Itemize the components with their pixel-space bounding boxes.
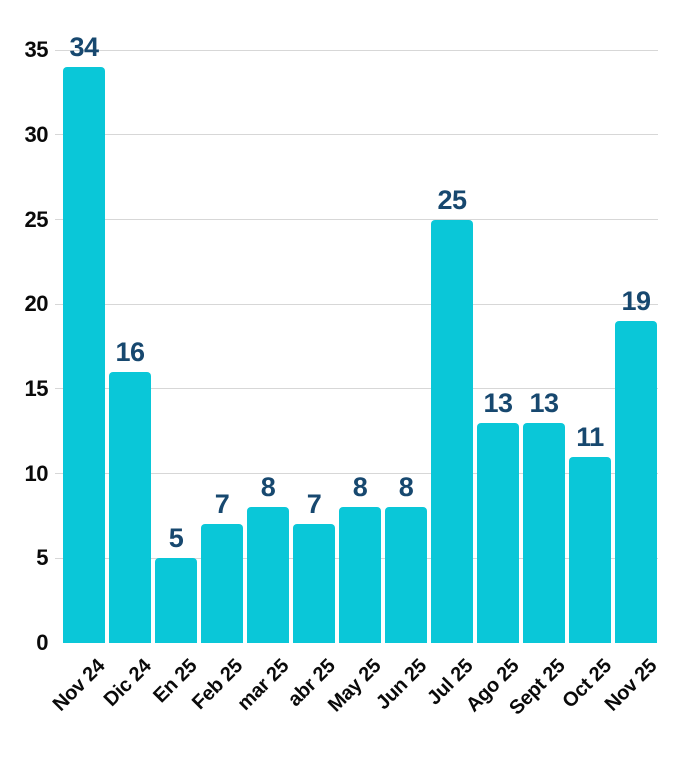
x-axis-tick-label: Nov 24 (48, 655, 110, 716)
bar-ago-25 (477, 422, 519, 643)
gridline-y-10 (55, 473, 658, 475)
y-axis-tick-label: 30 (24, 121, 49, 147)
bar-value-label: 8 (352, 472, 368, 503)
bar-jun-25 (385, 507, 427, 643)
y-axis-tick-label: 20 (24, 291, 49, 317)
gridline-y-35 (55, 49, 658, 51)
bar-value-label: 13 (483, 387, 513, 418)
gridline-y-15 (55, 388, 658, 390)
y-axis-tick-label: 25 (24, 206, 49, 232)
bar-value-label: 25 (437, 184, 467, 215)
bar-value-label: 34 (69, 32, 99, 63)
y-axis-tick-label: 0 (36, 630, 48, 655)
bar-jul-25 (431, 219, 473, 643)
gridline-y-25 (55, 219, 658, 220)
y-axis-tick-label: 35 (24, 37, 49, 63)
bar-value-label: 19 (621, 286, 651, 317)
bar-oct-25 (569, 456, 611, 643)
bar-mar-25 (247, 507, 289, 643)
bar-value-label: 13 (529, 387, 559, 418)
bar-nov-24 (63, 67, 105, 643)
bar-value-label: 16 (115, 336, 145, 367)
x-axis-tick-label: Dic 24 (99, 655, 156, 711)
bar-value-label: 5 (168, 523, 184, 554)
bar-may-25 (339, 507, 381, 643)
bar-en-25 (155, 558, 197, 643)
x-axis-tick-label: Jun 25 (372, 655, 432, 715)
x-axis-tick-label: mar 25 (233, 655, 294, 715)
gridline-y-30 (55, 134, 658, 136)
y-axis-tick-label: 10 (24, 460, 49, 486)
bar-value-label: 7 (214, 489, 230, 520)
bar-nov-25 (615, 321, 657, 643)
bar-value-label: 8 (260, 472, 276, 503)
bar-abr-25 (293, 524, 335, 643)
bar-dic-24 (109, 371, 151, 643)
y-axis-tick-label: 15 (24, 375, 49, 401)
bar-sept-25 (523, 422, 565, 643)
gridline-y-20 (55, 303, 658, 305)
bar-value-label: 11 (576, 421, 604, 452)
bar-value-label: 8 (398, 472, 414, 503)
y-axis-tick-label: 5 (36, 545, 48, 571)
bar-feb-25 (201, 524, 243, 643)
bar-value-label: 7 (306, 489, 322, 520)
